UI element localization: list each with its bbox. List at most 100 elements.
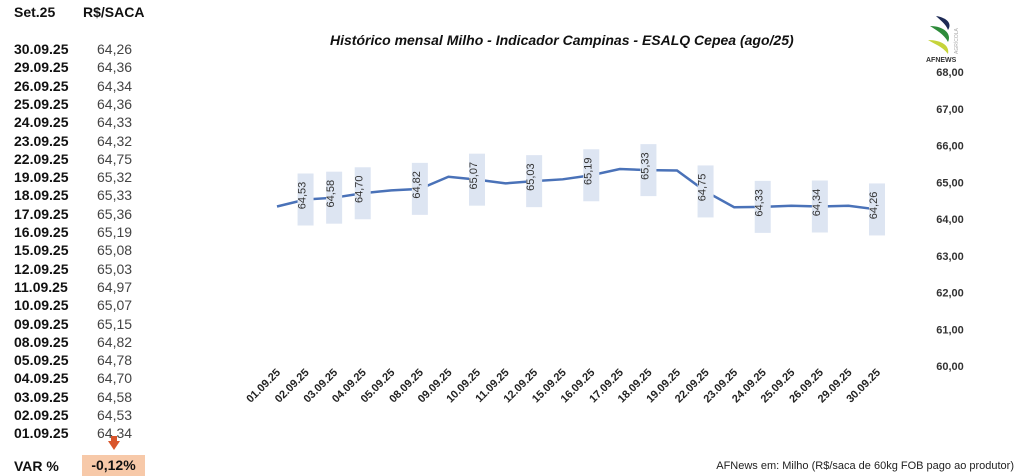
row-date: 19.09.25 [14, 169, 69, 186]
table-row: 24.09.25 64,33 [14, 114, 154, 132]
row-date: 03.09.25 [14, 388, 69, 405]
row-price: 64,36 [97, 59, 133, 76]
data-label: 64,33 [754, 189, 766, 217]
row-date: 25.09.25 [14, 95, 69, 112]
data-label: 64,82 [411, 171, 423, 199]
down-arrow-icon-head [108, 441, 120, 450]
row-date: 15.09.25 [14, 242, 69, 259]
data-label: 65,33 [639, 152, 651, 180]
logo-subtext: AGRÍCOLA [953, 27, 960, 54]
row-date: 12.09.25 [14, 260, 69, 277]
data-label-bg [811, 180, 828, 233]
row-price: 64,97 [97, 278, 133, 295]
table-row: 02.09.25 64,53 [14, 407, 154, 425]
y-tick-label: 60,00 [936, 361, 964, 373]
data-label: 64,58 [325, 180, 337, 208]
row-price: 65,15 [97, 315, 133, 332]
table-row: 26.09.25 64,34 [14, 78, 154, 96]
row-date: 05.09.25 [14, 352, 69, 369]
row-date: 02.09.25 [14, 407, 69, 423]
row-price: 64,75 [97, 150, 133, 167]
data-label: 64,53 [297, 182, 309, 210]
row-price: 65,36 [97, 205, 133, 222]
row-date: 10.09.25 [14, 297, 69, 314]
data-label-bg [754, 180, 771, 233]
row-date: 09.09.25 [14, 315, 69, 332]
y-tick-label: 68,00 [936, 67, 964, 79]
chart-title: Histórico mensal Milho - Indicador Campi… [330, 32, 794, 48]
table-row: 12.09.25 65,03 [14, 261, 154, 279]
y-tick-label: 66,00 [936, 141, 964, 153]
table-row: 15.09.25 65,08 [14, 242, 154, 260]
data-label: 64,34 [811, 189, 823, 217]
row-price: 64,36 [97, 95, 133, 112]
y-tick-label: 64,00 [936, 214, 964, 226]
table-row: 22.09.25 64,75 [14, 151, 154, 169]
data-label-bg [326, 171, 343, 224]
afnews-logo: AFNEWS AGRÍCOLA [926, 14, 966, 69]
header-date: Set.25 [14, 4, 56, 20]
data-label-bg [354, 167, 371, 220]
data-label: 65,03 [525, 163, 537, 191]
row-date: 08.09.25 [14, 333, 69, 350]
row-price: 64,53 [97, 407, 133, 423]
table-row: 23.09.25 64,32 [14, 133, 154, 151]
data-label-bg [297, 173, 314, 226]
table-row: 08.09.25 64,82 [14, 334, 154, 352]
table-row: 29.09.25 64,36 [14, 59, 154, 77]
row-date: 17.09.25 [14, 205, 69, 222]
row-date: 04.09.25 [14, 370, 69, 387]
table-row: 04.09.25 64,70 [14, 370, 154, 388]
data-label: 64,26 [868, 192, 880, 220]
row-price: 65,03 [97, 260, 133, 277]
row-date: 01.09.25 [14, 425, 69, 442]
table-row: 05.09.25 64,78 [14, 352, 154, 370]
var-label: VAR % [14, 458, 59, 474]
row-date: 24.09.25 [14, 114, 69, 131]
source-note: AFNews em: Milho (R$/saca de 60kg FOB pa… [716, 460, 1014, 472]
data-label-bg [697, 165, 714, 218]
table-row: 18.09.25 65,33 [14, 187, 154, 205]
table-row: 17.09.25 65,36 [14, 206, 154, 224]
y-tick-label: 63,00 [936, 251, 964, 263]
table-row: 16.09.25 65,19 [14, 224, 154, 242]
row-date: 22.09.25 [14, 150, 69, 167]
row-price: 65,32 [97, 169, 133, 186]
data-label: 65,19 [582, 158, 594, 186]
y-tick-label: 61,00 [936, 324, 964, 336]
y-tick-label: 67,00 [936, 104, 964, 116]
row-price: 64,34 [97, 425, 133, 442]
data-label: 64,70 [354, 176, 366, 204]
data-label: 64,75 [697, 174, 709, 202]
row-price: 64,34 [97, 77, 133, 94]
row-price: 65,33 [97, 187, 133, 204]
table-row: 01.09.25 64,34 [14, 425, 154, 443]
down-arrow-icon [111, 436, 117, 442]
row-date: 30.09.25 [14, 41, 69, 57]
table-row: 10.09.25 65,07 [14, 297, 154, 315]
row-price: 64,32 [97, 132, 133, 149]
table-row: 11.09.25 64,97 [14, 279, 154, 297]
row-price: 65,19 [97, 224, 133, 240]
data-label-bg [526, 155, 543, 208]
table-row: 19.09.25 65,32 [14, 169, 154, 187]
row-price: 64,33 [97, 114, 133, 131]
row-date: 23.09.25 [14, 132, 69, 149]
table-row: 25.09.25 64,36 [14, 96, 154, 114]
row-date: 16.09.25 [14, 224, 69, 240]
data-label-bg [469, 153, 485, 206]
row-date: 26.09.25 [14, 77, 69, 94]
row-price: 64,78 [97, 352, 133, 369]
table-row: 09.09.25 65,15 [14, 316, 154, 334]
row-price: 64,70 [97, 370, 133, 387]
data-label-bg [411, 162, 428, 215]
row-price: 65,08 [97, 242, 133, 259]
var-value: -0,12% [82, 455, 145, 476]
row-price: 64,58 [97, 388, 133, 405]
row-price: 65,07 [97, 297, 133, 314]
header-price: R$/SACA [83, 4, 145, 20]
row-date: 18.09.25 [14, 187, 69, 204]
logo-text: AFNEWS [926, 57, 957, 64]
y-tick-label: 65,00 [936, 177, 964, 189]
